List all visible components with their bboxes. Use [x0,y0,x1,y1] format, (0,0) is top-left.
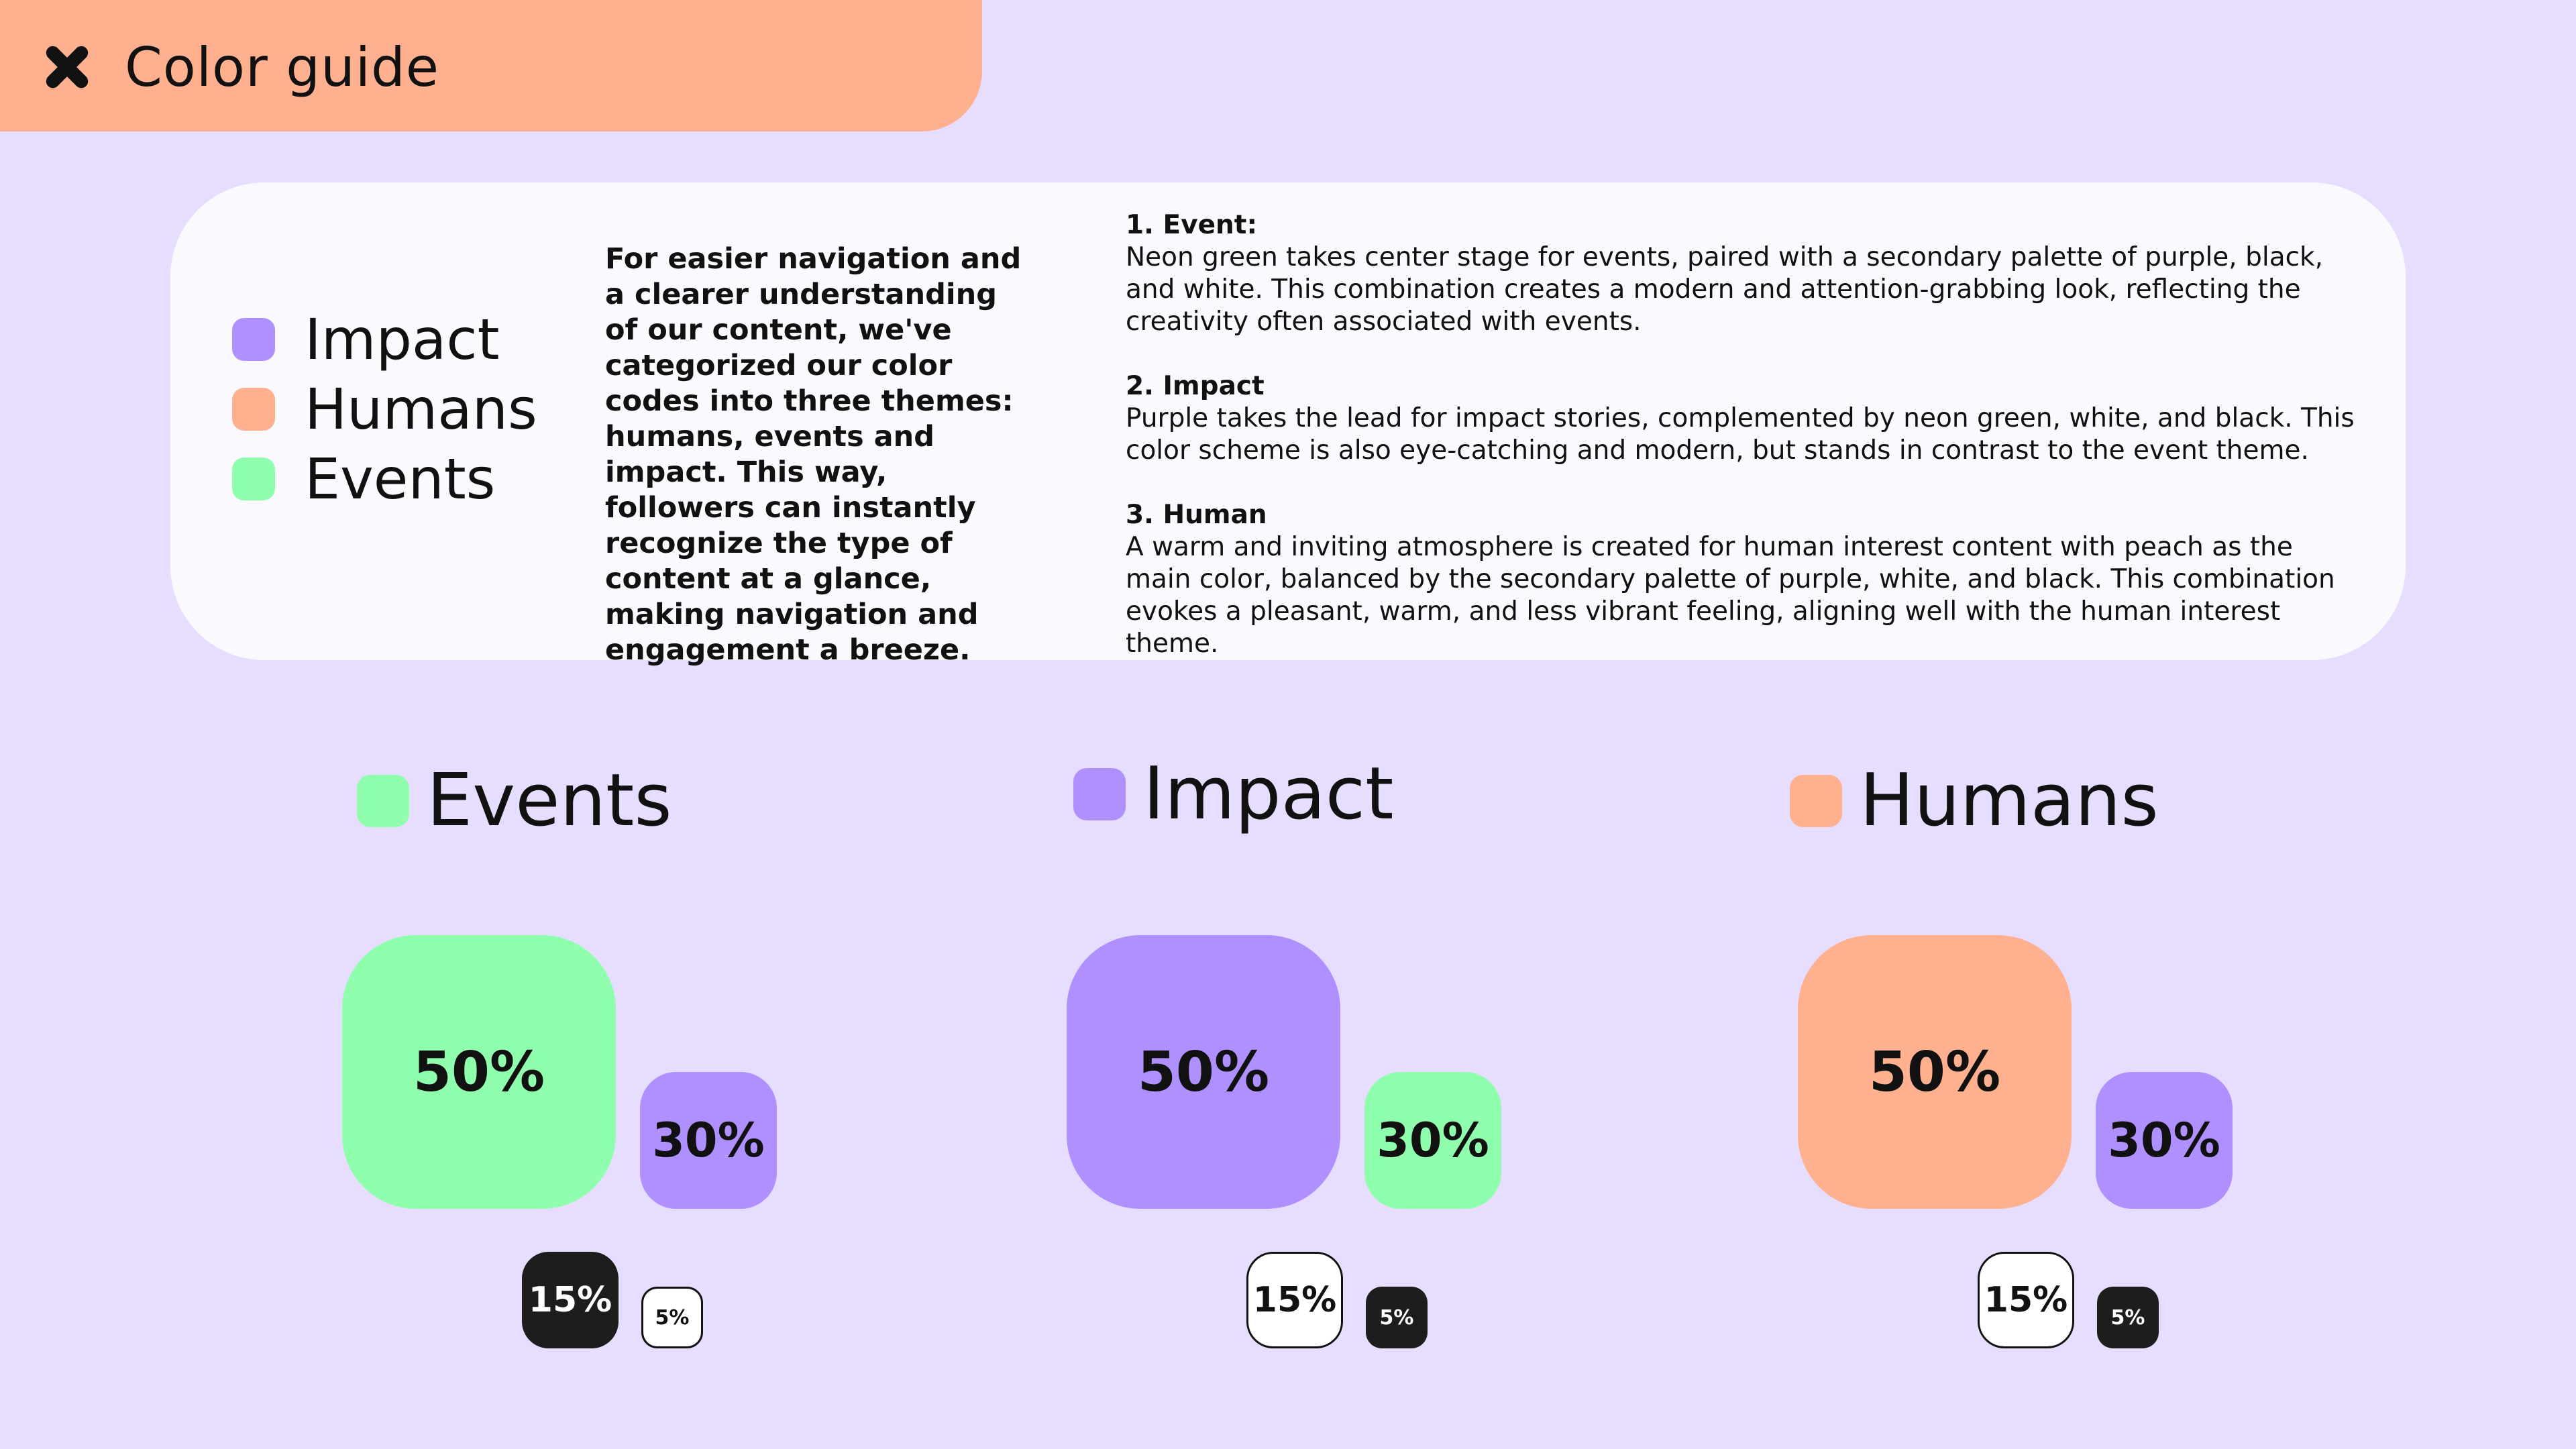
legend-item-events: Events [232,444,537,514]
legend-label: Humans [305,376,537,442]
close-x-icon [46,46,89,89]
theme-heading: 2. Impact [1126,371,1265,401]
header-tab: Color guide [0,0,982,131]
theme-body: Purple takes the lead for impact stories… [1126,403,2355,466]
share-box-primary: 50% [1067,935,1340,1209]
share-box-accent: 5% [641,1287,703,1348]
share-box-tertiary: 15% [522,1252,619,1348]
theme-legend: Impact Humans Events [232,305,537,514]
share-box-tertiary: 15% [1978,1252,2074,1348]
palette-label: Humans [1860,759,2159,843]
legend-label: Impact [305,307,500,372]
palette-swatch-humans [1790,775,1842,827]
share-box-accent: 5% [2097,1287,2159,1348]
theme-event: 1. Event: Neon green takes center stage … [1126,209,2360,338]
theme-impact: 2. Impact Purple takes the lead for impa… [1126,370,2360,467]
legend-swatch-humans [232,388,275,431]
intro-paragraph: For easier navigation and a clearer unde… [605,242,1022,667]
theme-human: 3. Human A warm and inviting atmosphere … [1126,499,2360,660]
info-card: Impact Humans Events For easier navigati… [170,182,2406,667]
palette-title-humans: Humans [1790,761,2159,841]
theme-body: A warm and inviting atmosphere is create… [1126,532,2335,659]
legend-label: Events [305,446,496,512]
theme-descriptions: 1. Event: Neon green takes center stage … [1126,209,2360,692]
share-box-secondary: 30% [2096,1072,2233,1209]
palette-swatch-impact [1073,768,1126,820]
palette-label: Impact [1143,752,1394,836]
theme-body: Neon green takes center stage for events… [1126,242,2324,337]
legend-item-impact: Impact [232,305,537,374]
share-box-accent: 5% [1366,1287,1428,1348]
palette-title-impact: Impact [1073,754,1394,835]
legend-item-humans: Humans [232,374,537,444]
palette-title-events: Events [357,761,672,841]
share-box-secondary: 30% [1364,1072,1501,1209]
palette-swatch-events [357,775,409,827]
share-box-primary: 50% [1798,935,2072,1209]
page-title: Color guide [125,36,440,99]
theme-heading: 3. Human [1126,500,1267,530]
palette-label: Events [427,759,672,843]
share-box-primary: 50% [342,935,616,1209]
share-box-tertiary: 15% [1246,1252,1343,1348]
share-box-secondary: 30% [640,1072,777,1209]
theme-heading: 1. Event: [1126,210,1258,240]
legend-swatch-impact [232,318,275,361]
legend-swatch-events [232,458,275,500]
